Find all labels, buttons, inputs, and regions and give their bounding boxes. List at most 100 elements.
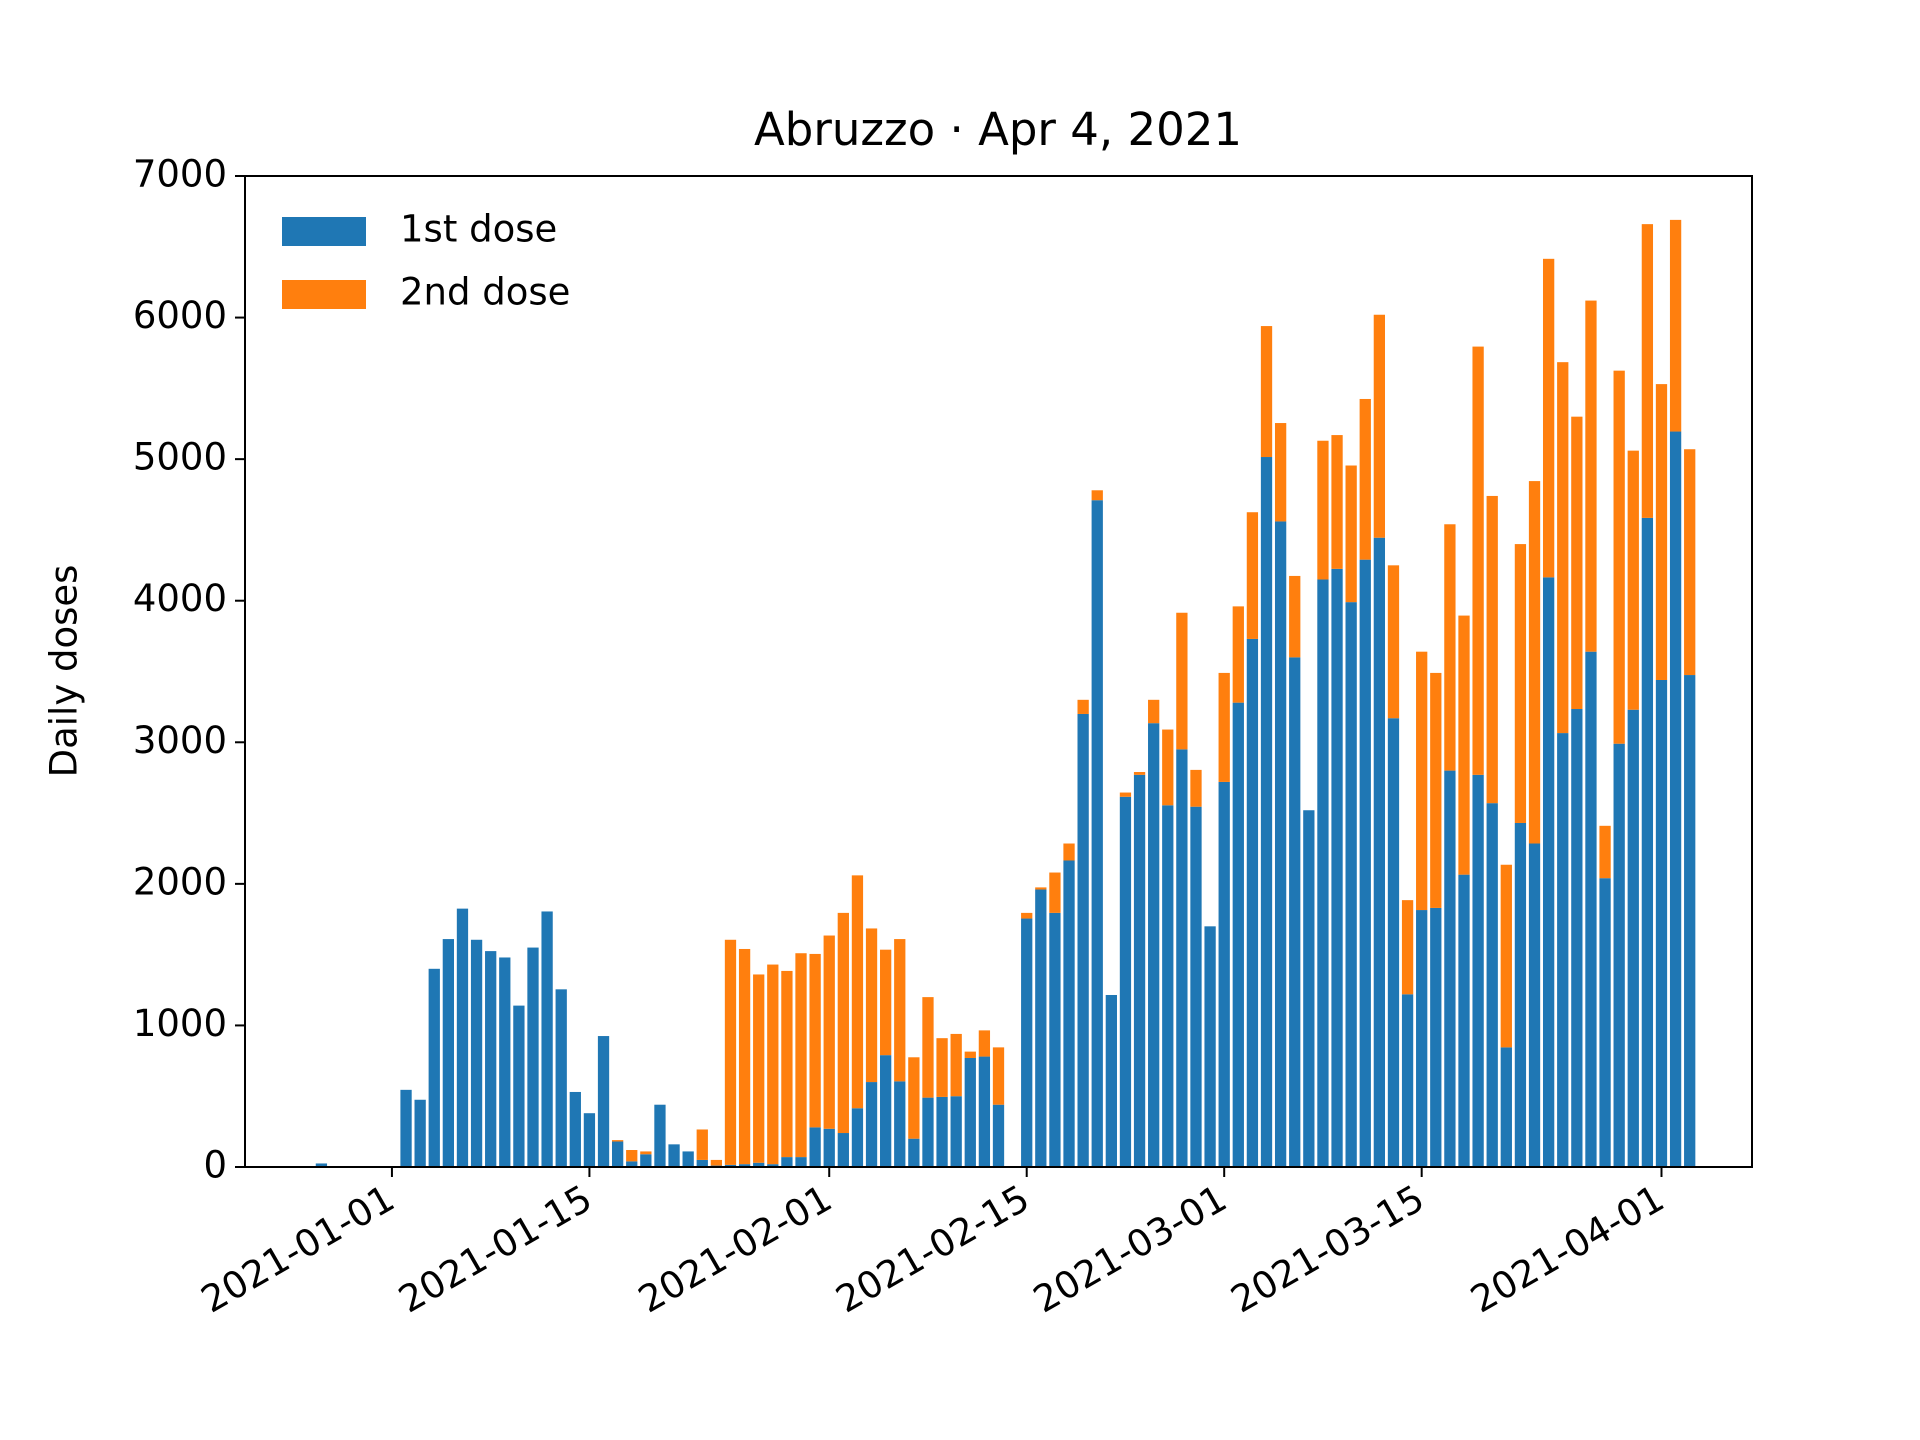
bar [894,1081,906,1167]
bar [1613,743,1625,1167]
bar [1486,803,1498,1167]
legend-swatch [282,280,366,309]
bar [1274,521,1287,1167]
bar [1021,918,1033,1167]
bar [1331,435,1343,569]
bar [668,1144,680,1167]
bar [1684,449,1696,676]
bar [696,1159,708,1167]
bar [1317,440,1329,580]
bar [1458,615,1470,875]
bar [753,974,765,1163]
bar [1303,810,1315,1167]
bar [964,1051,976,1058]
bar [1091,490,1103,501]
bar [738,948,751,1165]
bar [1119,796,1132,1167]
bar [1655,679,1668,1167]
bar [1260,457,1273,1167]
bar [1105,994,1117,1167]
bar [640,1154,652,1167]
bar [1472,346,1484,775]
bar [851,1108,864,1167]
bar [950,1033,962,1097]
bar [315,1163,328,1167]
chart-title: Abruzzo · Apr 4, 2021 [754,103,1242,156]
bar [1232,702,1244,1167]
bar [1571,709,1583,1167]
y-axis-label: Daily doses [43,565,86,778]
bar [936,1038,948,1097]
bar [1133,774,1146,1167]
bar [908,1138,920,1167]
bar [1077,699,1089,714]
bar [1430,907,1442,1167]
bar [823,1128,835,1167]
y-tick-label: 6000 [133,294,227,337]
bar [611,1140,624,1142]
bar [1458,874,1470,1167]
y-tick-label: 2000 [133,860,227,903]
legend-swatch [282,217,366,246]
bar [597,1036,610,1167]
bar [1331,568,1343,1167]
bar [1514,544,1527,823]
bar [880,1055,892,1167]
bar [809,1127,821,1167]
bar [485,951,497,1167]
bar [1246,638,1259,1167]
bar [1133,772,1146,775]
bar [1613,370,1625,744]
bar [1387,565,1400,719]
bar [1684,675,1696,1167]
bar [1571,416,1583,710]
bar [724,939,737,1165]
bar [428,968,440,1167]
bar [583,1113,596,1167]
bar [1274,423,1287,522]
bar [767,1164,779,1167]
bar [414,1099,426,1167]
bar [1387,718,1400,1167]
bar [696,1129,708,1160]
legend-label: 1st dose [400,208,557,251]
bar [527,947,539,1167]
bar [1401,900,1414,995]
bar [1641,224,1654,518]
bar [1077,713,1089,1167]
bar [1190,806,1202,1167]
bar [1500,1047,1512,1167]
bar [710,1159,723,1166]
bar [865,928,878,1083]
y-tick-label: 0 [203,1144,227,1187]
bar [499,957,511,1167]
bar [978,1056,991,1167]
bar [922,1097,934,1167]
bar [1669,431,1682,1167]
y-tick-label: 1000 [133,1002,227,1045]
bar [1162,805,1174,1167]
bar [837,1133,849,1167]
bar [837,912,849,1134]
bar [781,1157,793,1167]
bar [1246,512,1259,639]
bar [964,1057,976,1167]
bar [1655,384,1668,680]
bar [992,1047,1005,1105]
bar [1416,910,1428,1167]
bar [1373,537,1386,1167]
bar [1528,843,1541,1167]
bar [1627,450,1639,710]
bar [1359,398,1371,560]
bar [640,1151,652,1155]
bar [851,875,864,1109]
bar [922,997,934,1098]
bar [1599,878,1611,1167]
bar [1204,926,1216,1167]
bar [456,908,469,1167]
bar [1500,864,1512,1048]
bar [1260,326,1273,458]
bar [1148,723,1160,1167]
bar [1585,651,1597,1167]
